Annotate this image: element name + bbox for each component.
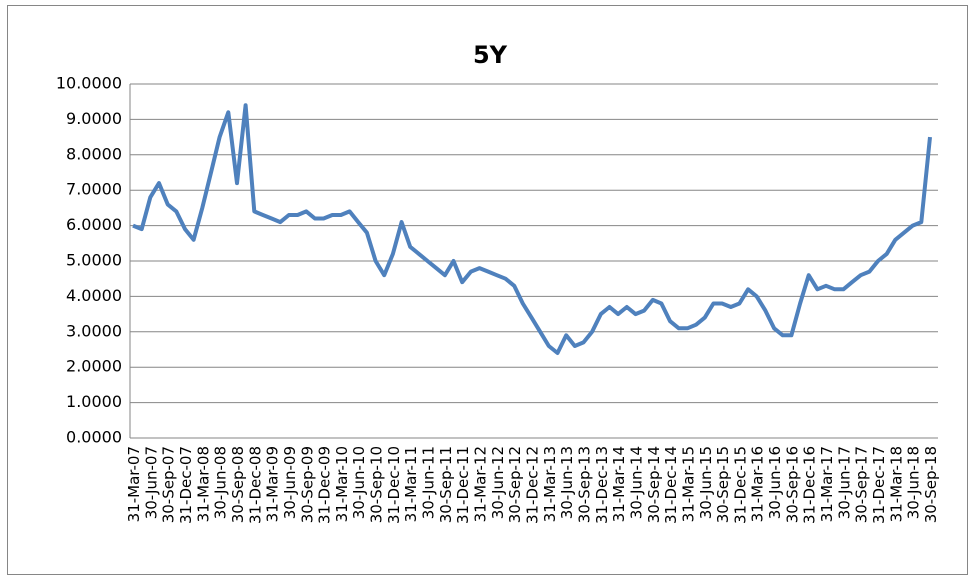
x-tick-label: 30-Jun-09: [281, 446, 299, 519]
x-tick-label: 31-Mar-09: [264, 446, 282, 522]
chart-title: 5Y: [473, 41, 508, 69]
x-tick-label: 30-Sep-13: [575, 446, 593, 523]
x-tick-label: 31-Mar-13: [541, 446, 559, 522]
x-tick-label: 30-Jun-13: [558, 446, 576, 519]
x-tick-label: 30-Jun-08: [212, 446, 230, 519]
x-tick-label: 30-Jun-11: [420, 446, 438, 519]
x-tick-label: 31-Mar-17: [818, 446, 836, 522]
x-tick-label: 30-Jun-18: [905, 446, 923, 519]
x-tick-label: 31-Dec-14: [662, 446, 680, 524]
x-tick-label: 31-Dec-16: [801, 446, 819, 524]
y-tick-label: 10.0000: [56, 74, 122, 93]
y-tick-label: 6.0000: [66, 215, 122, 234]
x-tick-label: 30-Sep-11: [437, 446, 455, 523]
chart-border: [7, 5, 968, 575]
y-tick-label: 2.0000: [66, 357, 122, 376]
y-tick-label: 4.0000: [66, 286, 122, 305]
x-tick-label: 30-Jun-07: [142, 446, 160, 519]
x-tick-label: 31-Mar-12: [472, 446, 490, 522]
y-tick-label: 8.0000: [66, 144, 122, 163]
x-tick-label: 31-Mar-10: [333, 446, 351, 522]
x-tick-label: 30-Jun-16: [766, 446, 784, 519]
x-tick-label: 30-Sep-15: [714, 446, 732, 523]
x-tick-label: 31-Dec-15: [731, 446, 749, 524]
x-tick-label: 31-Dec-17: [870, 446, 888, 524]
x-tick-label: 30-Jun-12: [489, 446, 507, 519]
x-tick-label: 31-Mar-15: [679, 446, 697, 522]
x-tick-label: 30-Sep-07: [160, 446, 178, 523]
x-tick-label: 31-Dec-08: [246, 446, 264, 524]
y-tick-label: 3.0000: [66, 321, 122, 340]
x-tick-label: 31-Mar-11: [402, 446, 420, 522]
x-tick-label: 30-Sep-10: [368, 446, 386, 523]
x-tick-label: 31-Dec-10: [385, 446, 403, 524]
y-tick-label: 0.0000: [66, 428, 122, 447]
x-tick-label: 31-Mar-18: [887, 446, 905, 522]
x-tick-label: 30-Sep-18: [922, 446, 940, 523]
y-tick-label: 9.0000: [66, 109, 122, 128]
x-tick-label: 31-Dec-07: [177, 446, 195, 524]
x-tick-label: 31-Mar-07: [125, 446, 143, 522]
x-tick-label: 30-Jun-10: [350, 446, 368, 519]
x-tick-label: 30-Sep-08: [229, 446, 247, 523]
y-tick-label: 1.0000: [66, 392, 122, 411]
x-tick-label: 31-Dec-11: [454, 446, 472, 524]
data-line: [132, 103, 932, 355]
x-tick-label: 31-Mar-14: [610, 446, 628, 522]
y-tick-label: 7.0000: [66, 180, 122, 199]
x-tick-label: 30-Sep-09: [298, 446, 316, 523]
x-tick-label: 31-Dec-13: [593, 446, 611, 524]
x-tick-label: 30-Sep-14: [645, 446, 663, 523]
x-tick-label: 30-Jun-17: [835, 446, 853, 519]
x-tick-label: 30-Sep-16: [783, 446, 801, 523]
x-tick-label: 30-Sep-17: [853, 446, 871, 523]
x-tick-label: 31-Mar-16: [749, 446, 767, 522]
x-tick-label: 31-Dec-09: [316, 446, 334, 524]
x-tick-label: 30-Jun-15: [697, 446, 715, 519]
x-tick-label: 31-Dec-12: [524, 446, 542, 524]
x-tick-label: 31-Mar-08: [194, 446, 212, 522]
y-tick-label: 5.0000: [66, 251, 122, 270]
x-tick-label: 30-Jun-14: [627, 446, 645, 519]
x-tick-label: 30-Sep-12: [506, 446, 524, 523]
